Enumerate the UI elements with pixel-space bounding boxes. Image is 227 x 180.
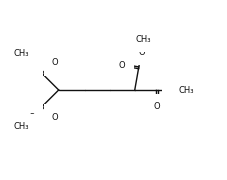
Text: CH₃: CH₃: [178, 86, 193, 94]
Text: O: O: [52, 113, 58, 122]
Text: O: O: [118, 61, 125, 70]
Text: CH₃: CH₃: [14, 49, 29, 58]
Text: CH₃: CH₃: [135, 35, 151, 44]
Text: O: O: [169, 86, 176, 94]
Text: O: O: [52, 58, 58, 67]
Text: O: O: [153, 102, 159, 111]
Text: O: O: [28, 113, 35, 122]
Text: O: O: [138, 48, 144, 57]
Text: CH₃: CH₃: [14, 122, 29, 131]
Text: O: O: [28, 58, 35, 67]
